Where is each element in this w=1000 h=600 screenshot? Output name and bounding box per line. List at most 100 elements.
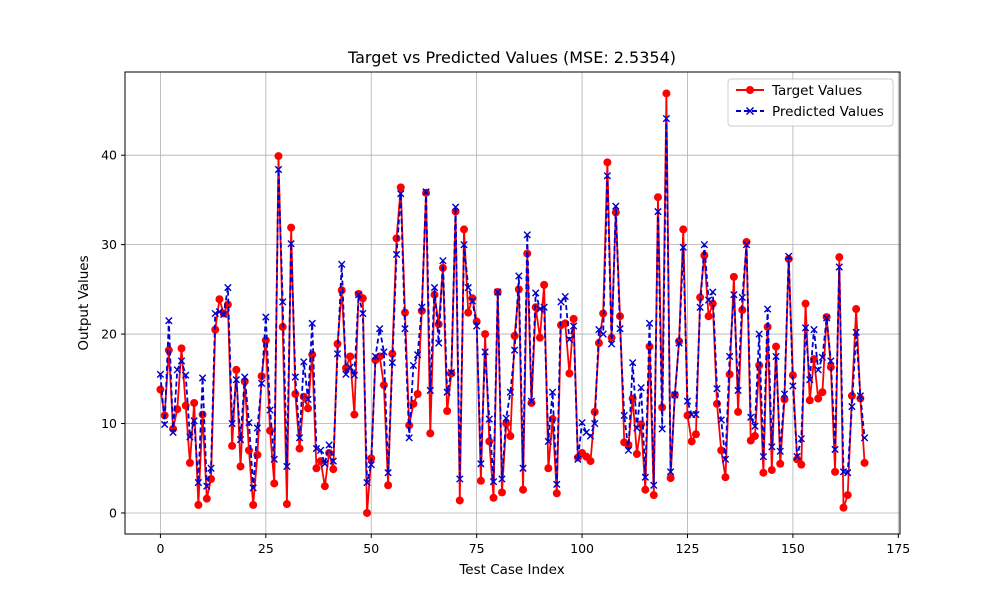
- data-point: [257, 379, 266, 387]
- data-point: [822, 314, 831, 322]
- data-point: [831, 467, 840, 476]
- data-point: [338, 260, 346, 269]
- data-point: [835, 263, 843, 271]
- data-point: [535, 333, 544, 342]
- x-tick-label: 75: [469, 541, 485, 556]
- data-point: [198, 410, 207, 419]
- data-point: [645, 342, 654, 351]
- data-point: [464, 283, 472, 292]
- data-point: [460, 225, 469, 234]
- data-point: [380, 348, 388, 356]
- data-point: [426, 429, 435, 438]
- data-point: [687, 437, 696, 446]
- data-point: [485, 437, 494, 446]
- data-point: [654, 207, 662, 216]
- y-tick-label: 30: [101, 237, 117, 252]
- data-point: [671, 391, 679, 399]
- data-point: [329, 457, 337, 465]
- data-point: [540, 303, 548, 311]
- data-point: [405, 421, 414, 430]
- data-point: [552, 489, 561, 498]
- data-point: [451, 203, 460, 211]
- data-point: [249, 484, 257, 492]
- data-point: [156, 370, 165, 379]
- data-point: [295, 434, 304, 442]
- data-point: [489, 493, 498, 502]
- y-axis-ticks: 0 10 20 30 40: [101, 148, 125, 520]
- data-point: [388, 349, 397, 358]
- data-point: [384, 481, 393, 490]
- data-point: [679, 225, 688, 234]
- data-point: [236, 462, 245, 471]
- data-point: [713, 384, 721, 393]
- data-point: [784, 252, 793, 260]
- y-axis-label: Output Values: [76, 255, 92, 350]
- data-point: [814, 394, 823, 403]
- data-point: [160, 420, 169, 429]
- data-point: [194, 478, 203, 487]
- data-point: [675, 337, 684, 346]
- data-point: [481, 348, 489, 356]
- data-point: [789, 382, 797, 390]
- data-point: [814, 366, 822, 374]
- chart-title: Target vs Predicted Values (MSE: 2.5354): [347, 48, 676, 67]
- data-point: [186, 433, 194, 441]
- data-point: [287, 223, 296, 232]
- legend-box: [727, 78, 894, 127]
- data-point: [620, 411, 628, 420]
- data-point: [346, 363, 354, 371]
- x-tick-label: 100: [570, 541, 594, 556]
- data-point: [472, 322, 481, 330]
- x-tick-label: 125: [676, 541, 700, 556]
- data-point: [497, 488, 506, 497]
- data-point: [852, 328, 860, 336]
- data-point: [173, 366, 181, 374]
- data-point: [793, 452, 801, 461]
- data-point: [751, 422, 759, 430]
- data-point: [434, 320, 443, 329]
- data-point: [666, 468, 675, 476]
- data-point: [241, 373, 249, 381]
- data-point: [818, 388, 827, 397]
- data-point: [312, 464, 321, 473]
- data-point: [228, 419, 236, 428]
- data-point: [827, 357, 835, 365]
- data-point: [266, 406, 274, 414]
- data-point: [750, 432, 759, 441]
- data-point: [219, 310, 228, 319]
- data-point: [460, 240, 468, 249]
- data-point: [763, 305, 772, 313]
- data-point: [544, 437, 553, 446]
- data-point: [767, 466, 776, 475]
- data-point: [831, 445, 839, 454]
- data-point: [325, 441, 333, 449]
- data-point: [215, 308, 224, 316]
- data-point: [232, 365, 241, 374]
- data-point: [557, 298, 565, 306]
- data-point: [797, 435, 806, 443]
- data-point: [477, 460, 485, 468]
- data-point: [730, 291, 738, 299]
- data-point: [274, 165, 283, 174]
- data-point: [607, 340, 616, 348]
- data-point: [704, 296, 713, 304]
- plot-area-frame: [124, 71, 901, 535]
- data-point: [544, 464, 553, 473]
- data-point: [333, 350, 342, 358]
- data-point: [742, 240, 751, 249]
- data-point: [616, 325, 624, 333]
- data-point: [401, 325, 409, 333]
- data-point: [637, 384, 645, 392]
- x-tick-label: 50: [363, 541, 379, 556]
- data-point: [279, 298, 287, 306]
- x-tick-label: 0: [156, 541, 164, 556]
- data-point: [586, 432, 595, 440]
- data-point: [768, 443, 776, 451]
- data-point: [641, 485, 650, 494]
- data-point: [320, 482, 329, 491]
- data-point: [396, 183, 405, 192]
- data-point: [738, 293, 746, 302]
- data-point: [569, 322, 578, 330]
- data-point: [742, 237, 751, 246]
